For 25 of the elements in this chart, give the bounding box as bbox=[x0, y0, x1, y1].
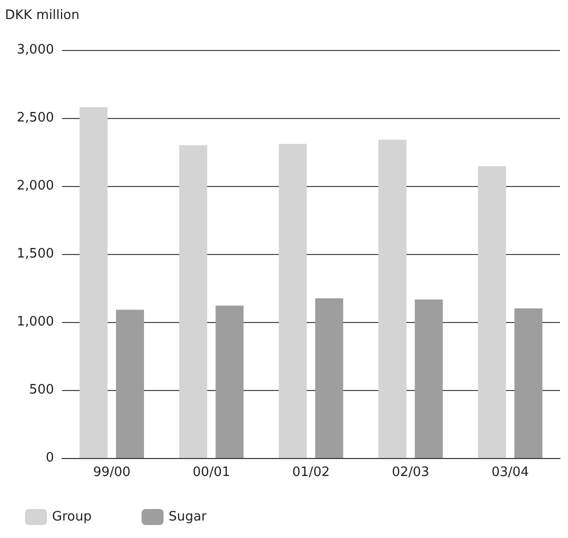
bar bbox=[116, 310, 144, 458]
x-tick-label: 02/03 bbox=[392, 465, 430, 480]
y-tick-label: 3,000 bbox=[16, 42, 54, 58]
y-tick-label: 500 bbox=[29, 382, 54, 398]
y-tick-label: 1,500 bbox=[16, 246, 54, 262]
bar bbox=[315, 298, 344, 458]
y-tick-label: 2,500 bbox=[16, 110, 54, 126]
x-tick-label: 99/00 bbox=[93, 465, 131, 480]
legend-label: Group bbox=[52, 510, 92, 524]
x-tick-label: 01/02 bbox=[292, 465, 330, 480]
y-tick-label: 0 bbox=[46, 450, 54, 466]
y-axis-title: DKK million bbox=[5, 8, 80, 23]
x-tick-label: 00/01 bbox=[192, 465, 230, 480]
legend-label: Sugar bbox=[168, 510, 208, 524]
bar bbox=[278, 144, 307, 458]
bar bbox=[514, 308, 542, 458]
bar bbox=[179, 145, 208, 458]
x-tick-label: 03/04 bbox=[491, 465, 529, 480]
bar bbox=[414, 300, 443, 458]
bar bbox=[478, 166, 506, 458]
y-tick-label: 1,000 bbox=[16, 314, 54, 330]
y-tick-label: 2,000 bbox=[16, 178, 54, 194]
bar bbox=[216, 306, 244, 458]
bar bbox=[378, 140, 406, 458]
bar bbox=[80, 107, 108, 458]
